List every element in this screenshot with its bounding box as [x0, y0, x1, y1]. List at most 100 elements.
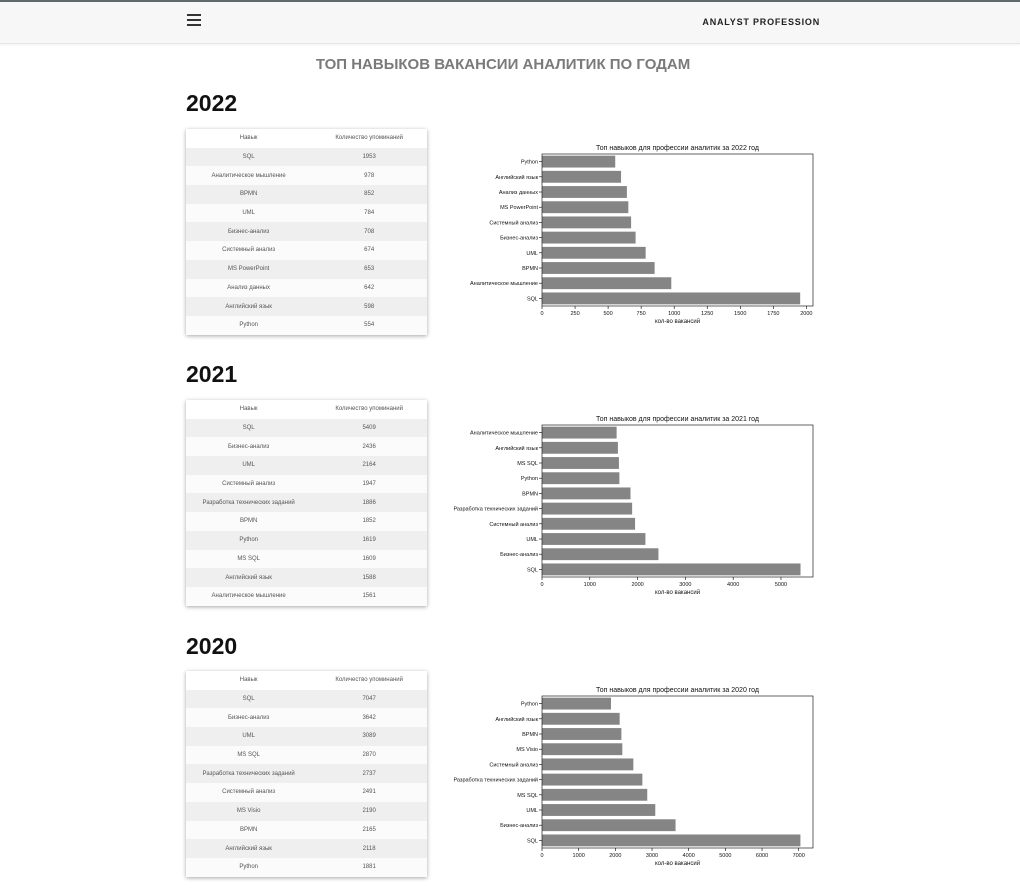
y-tick-label: UML: [526, 251, 538, 257]
bar: [542, 819, 676, 832]
skill-cell: MS SQL: [186, 549, 312, 569]
bar: [542, 834, 801, 847]
plot-frame: [541, 424, 814, 578]
skill-cell: MS PowerPoint: [186, 259, 312, 279]
table-row: Английский язык 1588: [186, 568, 427, 587]
bar: [542, 155, 616, 168]
x-tick-label: 0: [540, 311, 543, 317]
bar: [542, 487, 631, 500]
table-row: Python 554: [186, 315, 427, 335]
x-tick-label: 1250: [701, 311, 713, 317]
table-row: MS SQL 1609: [186, 549, 427, 569]
bar-chart-svg: Топ навыков для профессии аналитик за 20…: [470, 145, 814, 325]
count-cell: 1953: [311, 147, 427, 167]
skill-cell: BPMN: [186, 512, 312, 531]
table-row: MS SQL 2870: [186, 745, 427, 765]
skill-cell: BPMN: [186, 820, 312, 840]
table-row: Английский язык 598: [186, 297, 427, 316]
table-row: MS Visio 2190: [186, 801, 427, 821]
count-cell: 2164: [311, 456, 427, 475]
count-cell: 1947: [311, 474, 427, 494]
bar: [542, 246, 646, 259]
skill-cell: BPMN: [186, 185, 312, 204]
y-tick-label: Системный анализ: [489, 761, 538, 768]
chart-title: Топ навыков для профессии аналитик за 20…: [596, 687, 759, 694]
y-tick-label: MS SQL: [517, 793, 538, 799]
x-tick-label: 500: [604, 311, 613, 317]
x-tick-label: 7000: [793, 853, 805, 859]
x-tick-label: 2000: [609, 853, 621, 859]
count-cell: 708: [311, 222, 427, 242]
count-cell: 2870: [311, 745, 427, 765]
table-row: SQL 7047: [186, 689, 427, 709]
brand-link[interactable]: ANALYST PROFESSION: [702, 17, 820, 27]
chart-title: Топ навыков для профессии аналитик за 20…: [596, 145, 759, 152]
count-cell: 1852: [311, 512, 427, 531]
skill-cell: Python: [186, 530, 312, 550]
y-tick-label: SQL: [527, 567, 538, 573]
skill-cell: MS SQL: [186, 745, 312, 765]
navbar: ANALYST PROFESSION: [0, 2, 1020, 44]
count-cell: 1588: [311, 568, 427, 587]
year-title-2020: 2020: [186, 633, 238, 659]
hamburger-icon[interactable]: [187, 14, 201, 28]
x-tick-label: 5000: [775, 582, 787, 588]
bar: [542, 201, 629, 214]
y-tick-label: Аналитическое мышление: [470, 431, 538, 437]
table-row: Бизнес-анализ 3642: [186, 708, 427, 728]
bar: [542, 712, 620, 725]
skills-table-2021: Навык Количество упоминаний SQL 5409 Бизне…: [186, 400, 427, 606]
skill-cell: UML: [186, 203, 312, 223]
bar: [542, 743, 623, 756]
table-row: Системный анализ 1947: [186, 474, 427, 494]
count-cell: 5409: [311, 418, 427, 438]
skill-cell: Английский язык: [186, 839, 312, 858]
count-cell: 7047: [311, 689, 427, 709]
skill-cell: SQL: [186, 418, 312, 438]
skill-cell: SQL: [186, 689, 312, 709]
skill-cell: UML: [186, 456, 312, 475]
bar: [542, 170, 622, 183]
table-row: Python 1619: [186, 530, 427, 550]
y-tick-label: Системный анализ: [489, 521, 538, 528]
count-cell: 2118: [311, 839, 427, 858]
skill-cell: Анализ данных: [186, 278, 312, 298]
table-row: BPMN 2165: [186, 820, 427, 840]
year-title-2022: 2022: [186, 90, 238, 116]
table-row: Разработка технических заданий 1886: [186, 493, 427, 513]
y-tick-label: MS PowerPoint: [500, 205, 538, 211]
skill-cell: Системный анализ: [186, 241, 312, 260]
count-cell: 598: [311, 297, 427, 316]
bar: [542, 457, 619, 469]
bar: [542, 728, 622, 740]
x-tick-label: 2000: [800, 311, 812, 317]
count-cell: 3642: [311, 708, 427, 728]
skill-cell: Аналитическое мышление: [186, 166, 312, 186]
table-row: SQL 1953: [186, 147, 427, 167]
top-border: [0, 0, 1020, 2]
skill-cell: Системный анализ: [186, 474, 312, 494]
bar: [542, 502, 633, 515]
y-tick-label: Английский язык: [495, 445, 538, 452]
column-header-skill: Навык: [186, 129, 312, 148]
x-tick-label: 0: [540, 853, 543, 859]
y-tick-label: Python: [521, 476, 538, 482]
bar: [542, 563, 801, 576]
skill-cell: Бизнес-анализ: [186, 708, 312, 728]
table-row: Системный анализ 2491: [186, 783, 427, 802]
bar: [542, 292, 801, 305]
bar: [542, 186, 627, 198]
year-title-2021: 2021: [186, 361, 238, 387]
skill-cell: Аналитическое мышление: [186, 586, 312, 606]
count-cell: 2737: [311, 764, 427, 784]
count-cell: 2165: [311, 820, 427, 840]
bar: [542, 441, 618, 454]
column-header-skill: Навык: [186, 400, 312, 419]
count-cell: 1619: [311, 530, 427, 550]
table-row: SQL 5409: [186, 418, 427, 438]
y-tick-label: SQL: [527, 296, 538, 302]
table-row: BPMN 1852: [186, 512, 427, 531]
skill-cell: Системный анализ: [186, 783, 312, 802]
page-title: ТОП НАВЫКОВ ВАКАНСИИ АНАЛИТИК ПО ГОДАМ: [315, 56, 691, 73]
x-tick-label: 6000: [756, 853, 768, 859]
